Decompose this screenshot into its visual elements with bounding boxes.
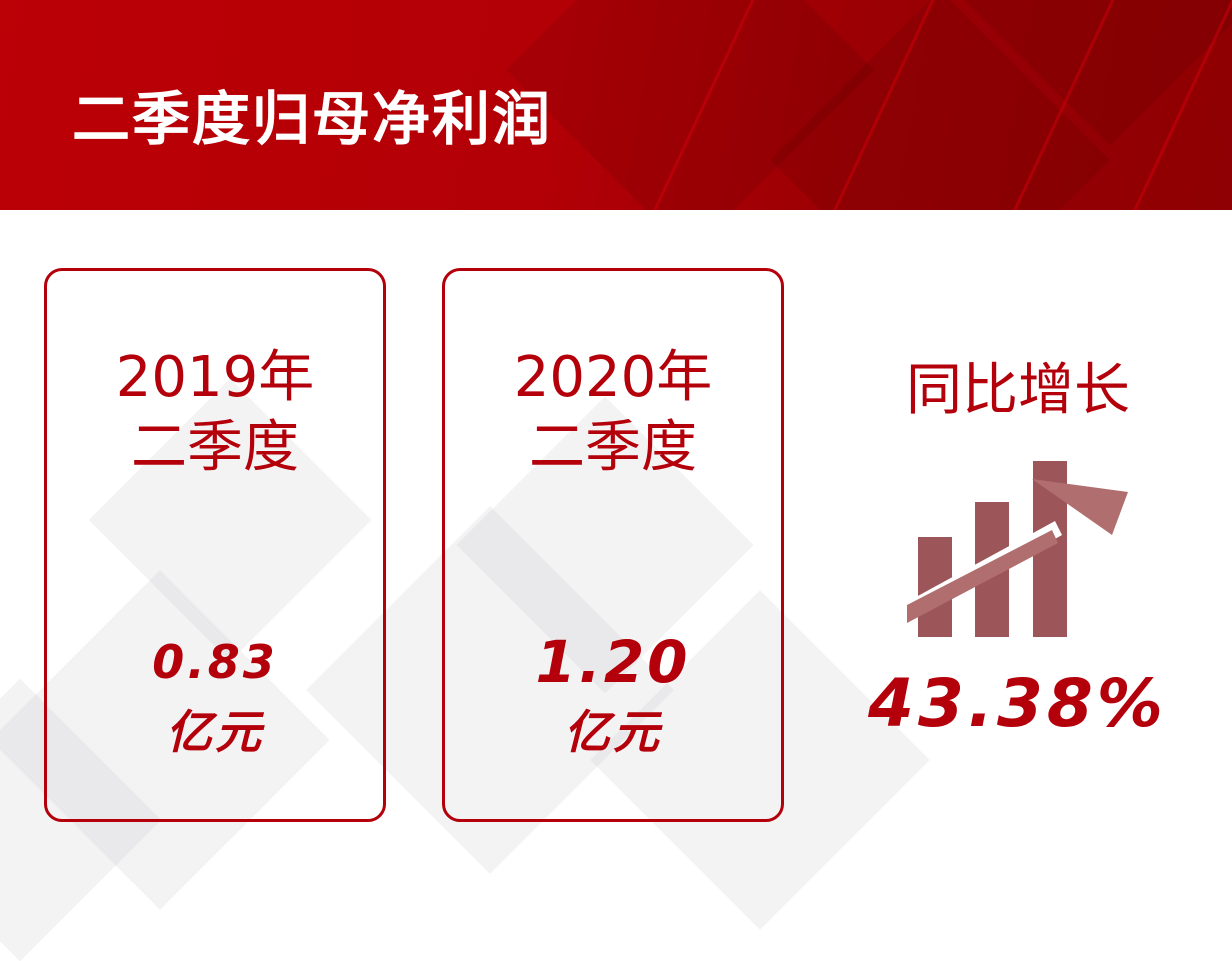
profit-unit: 亿元 (564, 705, 662, 759)
value-block: 1.20 亿元 (445, 627, 781, 767)
profit-unit: 亿元 (166, 705, 264, 759)
period-label: 2019年 二季度 (47, 343, 383, 483)
period-year: 2020年 (513, 345, 713, 410)
profit-value: 1.20 (535, 628, 691, 696)
card-2019-q2: 2019年 二季度 0.83 亿元 (44, 268, 386, 822)
icon-arrow-head (1032, 479, 1128, 535)
period-quarter: 二季度 (529, 415, 697, 480)
period-label: 2020年 二季度 (445, 343, 781, 483)
page-title: 二季度归母净利润 (72, 85, 553, 153)
icon-arrow-shaft (907, 530, 1058, 623)
card-2020-q2: 2020年 二季度 1.20 亿元 (442, 268, 784, 822)
bar-chart-up-arrow-icon (905, 461, 1128, 637)
header-banner: 二季度归母净利润 (0, 0, 1232, 210)
growth-label: 同比增长 (906, 358, 1130, 423)
period-year: 2019年 (115, 345, 315, 410)
value-block: 0.83 亿元 (47, 627, 383, 767)
period-quarter: 二季度 (131, 415, 299, 480)
profit-value: 0.83 (152, 635, 278, 689)
growth-percentage: 43.38% (868, 665, 1167, 742)
